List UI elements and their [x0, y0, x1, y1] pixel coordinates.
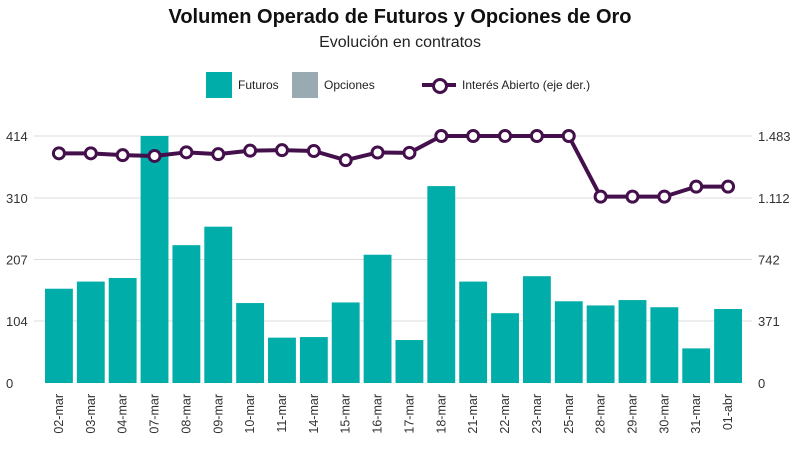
y-left-tick-3: 310: [6, 191, 28, 206]
y-right-tick-2: 742: [758, 252, 780, 267]
chart-subtitle: Evolución en contratos: [319, 34, 481, 51]
point-interes-abierto-25-mar: [561, 129, 576, 143]
x-tick-08-mar: 08-mar: [179, 394, 193, 434]
x-tick-14-mar: 14-mar: [307, 394, 321, 434]
point-interes-abierto-29-mar: [625, 189, 640, 204]
bar-futuros-17-mar: [395, 340, 424, 383]
x-tick-17-mar: 17-mar: [402, 394, 416, 434]
y-right-tick-4: 1.483: [758, 129, 791, 144]
point-interes-abierto-21-mar: [466, 129, 481, 143]
point-interes-abierto-30-mar: [657, 189, 672, 204]
bar-futuros-08-mar: [172, 245, 201, 383]
bar-futuros-09-mar: [204, 226, 233, 383]
bar-futuros-14-mar: [299, 337, 328, 383]
x-tick-18-mar: 18-mar: [434, 394, 448, 434]
point-interes-abierto-28-mar: [593, 189, 608, 204]
x-tick-11-mar: 11-mar: [275, 394, 289, 433]
bar-futuros-04-mar: [108, 277, 137, 383]
y-left-tick-0: 0: [6, 376, 13, 391]
bar-futuros-10-mar: [236, 303, 265, 383]
y-left-tick-2: 207: [6, 253, 28, 268]
x-tick-03-mar: 03-mar: [84, 394, 98, 434]
x-tick-04-mar: 04-mar: [116, 394, 130, 434]
x-tick-07-mar: 07-mar: [148, 394, 162, 434]
legend-item-interes-abierto: Interés Abierto (eje der.): [422, 72, 590, 98]
legend-label-opciones: Opciones: [324, 78, 375, 92]
line-interes-abierto: [51, 129, 736, 204]
bar-futuros-16-mar: [363, 254, 392, 383]
point-interes-abierto-15-mar: [338, 153, 353, 168]
x-tick-23-mar: 23-mar: [530, 394, 544, 434]
point-interes-abierto-01-abr: [721, 179, 736, 194]
point-interes-abierto-10-mar: [243, 143, 258, 158]
line-interes-abierto-path: [58, 134, 729, 199]
bar-futuros-01-abr: [714, 309, 742, 383]
y-left-tick-1: 104: [6, 314, 28, 329]
bar-futuros-02-mar: [45, 288, 73, 383]
y-right-tick-0: 0: [758, 376, 765, 391]
legend-item-futuros: Futuros: [206, 72, 279, 98]
point-interes-abierto-11-mar: [274, 143, 289, 158]
x-tick-28-mar: 28-mar: [594, 394, 608, 434]
y-axis-left: 0 104 207 310 414: [6, 129, 28, 391]
bar-futuros-29-mar: [618, 300, 647, 383]
bar-futuros-21-mar: [459, 281, 488, 383]
chart-title: Volumen Operado de Futuros y Opciones de…: [168, 6, 632, 28]
x-tick-10-mar: 10-mar: [243, 394, 257, 434]
point-interes-abierto-22-mar: [498, 129, 513, 143]
bar-futuros-03-mar: [76, 281, 105, 383]
point-interes-abierto-03-mar: [83, 146, 98, 161]
x-tick-21-mar: 21-mar: [466, 394, 480, 434]
point-interes-abierto-09-mar: [211, 147, 226, 162]
y-left-tick-4: 414: [6, 129, 28, 144]
legend-swatch-interes-abierto: [422, 72, 456, 98]
point-interes-abierto-16-mar: [370, 145, 385, 160]
x-tick-29-mar: 29-mar: [625, 394, 639, 434]
point-interes-abierto-02-mar: [51, 146, 66, 161]
bar-futuros-31-mar: [682, 348, 711, 383]
y-axis-right: 0 371 742 1.112 1.483: [758, 129, 791, 391]
x-tick-31-mar: 31-mar: [689, 394, 703, 434]
bar-futuros-28-mar: [586, 305, 615, 383]
x-tick-02-mar: 02-mar: [52, 394, 66, 434]
x-tick-15-mar: 15-mar: [339, 394, 353, 434]
bars-futuros: [45, 136, 742, 383]
bar-futuros-15-mar: [331, 302, 360, 383]
bar-futuros-18-mar: [427, 186, 456, 383]
point-interes-abierto-31-mar: [689, 179, 704, 194]
bar-futuros-07-mar: [140, 136, 169, 383]
bar-futuros-22-mar: [491, 313, 519, 383]
x-axis: 02-mar 03-mar 04-mar 07-mar 08-mar 09-mar 10-m…: [52, 394, 735, 434]
x-tick-22-mar: 22-mar: [498, 394, 512, 434]
x-tick-09-mar: 09-mar: [211, 394, 225, 434]
legend-item-opciones: Opciones: [292, 72, 375, 98]
legend-swatch-opciones: [292, 72, 318, 98]
bar-futuros-23-mar: [522, 276, 551, 383]
point-interes-abierto-18-mar: [434, 129, 449, 143]
point-interes-abierto-14-mar: [306, 143, 321, 158]
x-tick-01-abr: 01-abr: [721, 394, 735, 430]
bar-futuros-25-mar: [554, 301, 583, 383]
point-interes-abierto-17-mar: [402, 145, 417, 160]
x-tick-16-mar: 16-mar: [371, 394, 385, 434]
point-interes-abierto-08-mar: [179, 145, 194, 160]
point-interes-abierto-23-mar: [529, 129, 544, 143]
legend-swatch-futuros: [206, 72, 232, 98]
x-tick-25-mar: 25-mar: [562, 394, 576, 434]
y-right-tick-1: 371: [758, 314, 780, 329]
legend: Futuros Opciones Interés Abierto (eje de…: [0, 72, 800, 98]
point-interes-abierto-07-mar: [147, 148, 162, 163]
x-tick-30-mar: 30-mar: [657, 394, 671, 434]
bar-futuros-11-mar: [268, 337, 296, 383]
point-interes-abierto-04-mar: [115, 148, 130, 163]
legend-label-interes-abierto: Interés Abierto (eje der.): [462, 78, 591, 92]
bar-futuros-30-mar: [650, 307, 679, 383]
legend-label-futuros: Futuros: [238, 78, 279, 92]
y-right-tick-3: 1.112: [758, 191, 790, 206]
